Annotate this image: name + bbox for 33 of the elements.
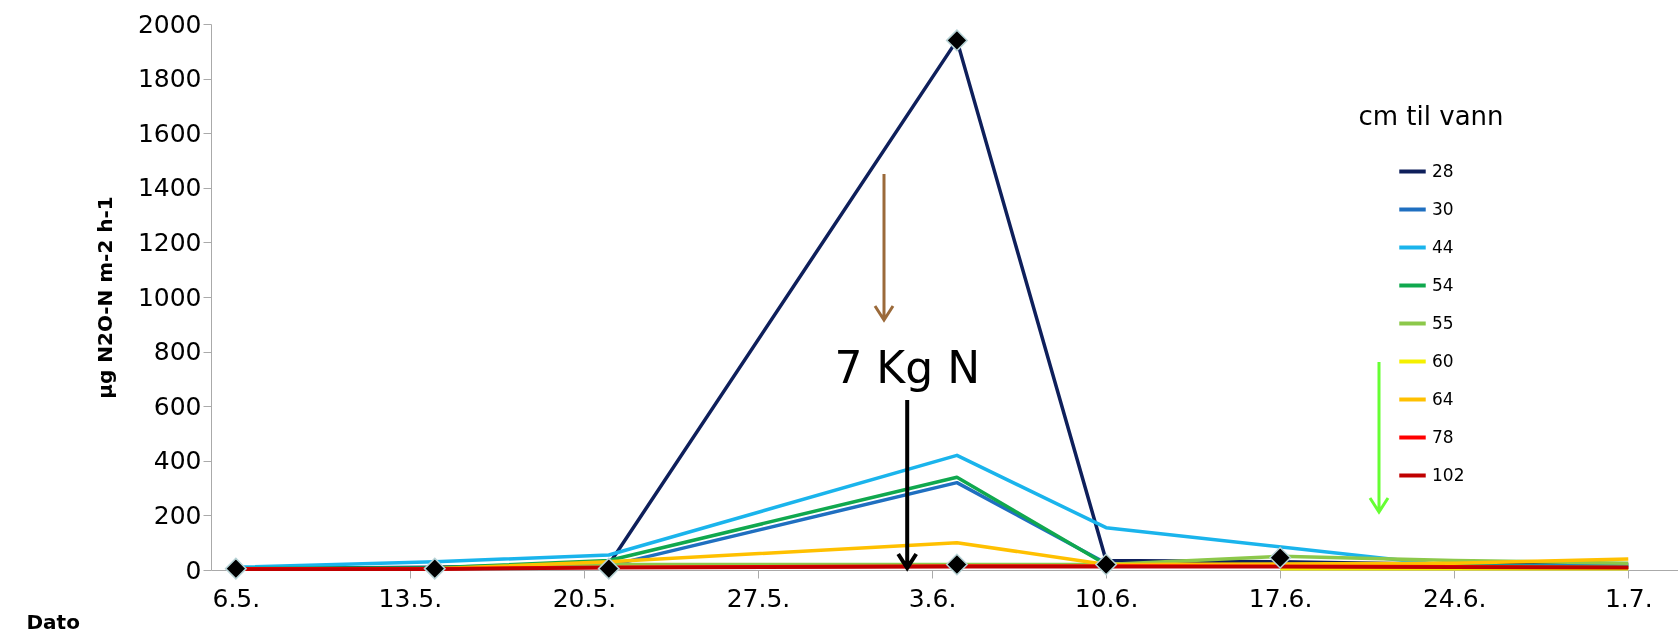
legend-label: 55: [1432, 312, 1454, 333]
x-tick-label: 20.5.: [552, 583, 617, 613]
y-tick-label: 2000: [137, 9, 202, 39]
legend-label: 28: [1432, 160, 1454, 181]
x-tick-label: 13.5.: [378, 583, 443, 613]
y-tick-label: 1400: [137, 173, 202, 203]
y-tick-label: 400: [153, 446, 202, 476]
legend-label: 60: [1432, 350, 1454, 371]
y-tick-label: 1600: [137, 118, 202, 148]
legend-label: 78: [1432, 426, 1454, 447]
x-tick-label: 3.6.: [908, 583, 957, 613]
y-tick-label: 1800: [137, 64, 202, 94]
legend-label: 30: [1432, 198, 1454, 219]
x-tick-label: 6.5.: [212, 583, 261, 613]
y-tick-label: 200: [153, 500, 202, 530]
y-tick-label: 0: [185, 555, 202, 585]
x-tick-label: 1.7.: [1604, 583, 1653, 613]
legend-label: 54: [1432, 274, 1454, 295]
y-tick-label: 1200: [137, 227, 202, 257]
x-tick-label: 27.5.: [726, 583, 791, 613]
y-axis-title: µg N2O-N m-2 h-1: [92, 196, 117, 399]
x-tick-label: 10.6.: [1074, 583, 1139, 613]
legend-title: cm til vann: [1358, 101, 1504, 131]
x-axis-title: Dato: [26, 609, 80, 634]
y-tick-label: 800: [153, 337, 202, 367]
legend-label: 64: [1432, 388, 1454, 409]
x-tick-label: 24.6.: [1422, 583, 1487, 613]
y-tick-label: 600: [153, 391, 202, 421]
legend-label: 102: [1432, 464, 1465, 485]
annotation: 7 Kg N: [834, 342, 981, 393]
y-tick-label: 1000: [137, 282, 202, 312]
legend-label: 44: [1432, 236, 1454, 257]
x-tick-label: 17.6.: [1248, 583, 1313, 613]
